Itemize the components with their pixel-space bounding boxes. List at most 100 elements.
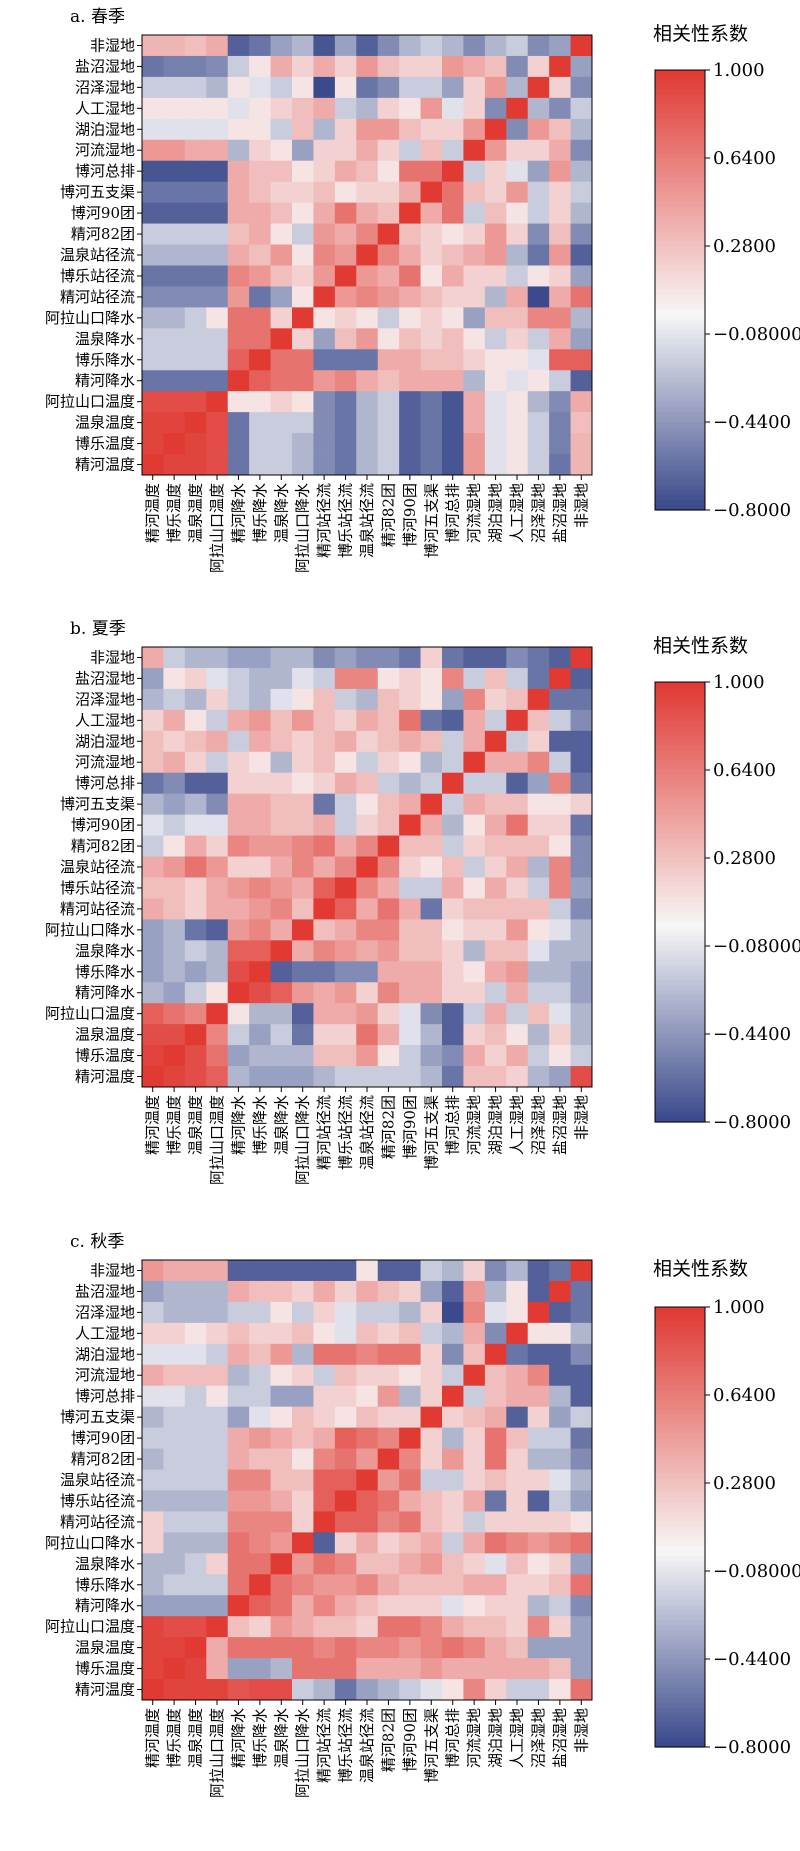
heatmap-cell xyxy=(484,139,507,162)
heatmap-cell xyxy=(549,223,571,245)
heatmap-cell xyxy=(442,433,464,455)
heatmap-cell xyxy=(292,181,314,204)
colorbar-swatch xyxy=(655,1546,705,1553)
heatmap-cell xyxy=(420,856,443,878)
heatmap-cell xyxy=(270,1595,293,1617)
heatmap-cell xyxy=(377,1574,400,1596)
heatmap-cell xyxy=(442,1024,464,1046)
heatmap-cell xyxy=(313,97,336,120)
col-label: 阿拉山口降水 xyxy=(294,1095,312,1185)
heatmap-cell xyxy=(184,1045,207,1067)
colorbar-swatch xyxy=(655,1610,705,1616)
heatmap-cell xyxy=(184,97,207,120)
col-label: 温泉站径流 xyxy=(358,483,376,558)
heatmap-cell xyxy=(184,1616,207,1638)
heatmap-cell xyxy=(549,647,571,669)
heatmap-cell xyxy=(549,1658,571,1680)
heatmap-cell xyxy=(163,1280,186,1303)
colorbar-swatch xyxy=(655,343,705,350)
heatmap-cell xyxy=(527,370,550,392)
colorbar-swatch xyxy=(655,1742,705,1748)
heatmap-cell xyxy=(420,433,443,455)
heatmap-cell xyxy=(399,1574,421,1596)
heatmap-cell xyxy=(270,1364,293,1387)
heatmap-cell xyxy=(334,286,357,308)
heatmap-cell xyxy=(527,856,550,878)
heatmap-cell xyxy=(463,793,486,816)
colorbar-swatch xyxy=(655,1107,705,1113)
heatmap-cell xyxy=(356,667,379,690)
heatmap-cell xyxy=(292,1616,314,1638)
heatmap-cell xyxy=(356,160,379,183)
heatmap-cell xyxy=(420,97,443,120)
row-label: 精河82团 xyxy=(71,1450,135,1468)
colorbar-swatch xyxy=(655,407,705,413)
heatmap-cell xyxy=(356,118,379,141)
heatmap-cell xyxy=(570,1385,593,1408)
colorbar-swatch xyxy=(655,809,705,815)
heatmap-cell xyxy=(420,1469,443,1491)
heatmap-cell xyxy=(420,709,443,732)
heatmap-cell xyxy=(334,1679,357,1701)
heatmap-cell xyxy=(292,1532,314,1554)
heatmap-cell xyxy=(142,1385,164,1408)
heatmap-cell xyxy=(184,1385,207,1408)
heatmap-cell xyxy=(313,1469,336,1491)
heatmap-cell xyxy=(484,55,507,78)
heatmap-cell xyxy=(184,982,207,1004)
heatmap-cell xyxy=(270,1679,293,1701)
heatmap-cell xyxy=(570,877,593,899)
row-label: 非湿地 xyxy=(90,1261,135,1279)
colorbar-swatch xyxy=(655,500,705,506)
heatmap-cell xyxy=(334,898,357,920)
heatmap-cell xyxy=(292,709,314,732)
heatmap-cell xyxy=(463,730,486,753)
colorbar-swatch xyxy=(655,319,705,325)
heatmap-cell xyxy=(399,454,421,476)
heatmap-cell xyxy=(184,688,207,711)
heatmap-cell xyxy=(206,412,229,434)
heatmap-cell xyxy=(249,730,271,753)
colorbar-swatch xyxy=(655,1063,705,1069)
heatmap-cell xyxy=(570,709,593,732)
heatmap-cell xyxy=(356,1260,379,1282)
heatmap-cell xyxy=(399,1469,421,1491)
heatmap-cell xyxy=(184,1574,207,1596)
heatmap-cell xyxy=(527,1574,550,1596)
heatmap-cell xyxy=(249,919,271,941)
heatmap-cell xyxy=(163,1637,186,1659)
colorbar-swatch xyxy=(655,353,705,360)
row-label: 博乐温度 xyxy=(75,1660,135,1678)
heatmap-cell xyxy=(163,76,186,99)
heatmap-cell xyxy=(206,1322,229,1345)
heatmap-cell xyxy=(484,1427,507,1449)
heatmap-cell xyxy=(420,328,443,350)
heatmap-cell xyxy=(292,1024,314,1046)
heatmap-cell xyxy=(377,688,400,711)
heatmap-cell xyxy=(163,1045,186,1067)
colorbar-swatch xyxy=(655,691,705,698)
row-label: 阿拉山口降水 xyxy=(45,921,135,939)
heatmap-cell xyxy=(442,1003,464,1025)
heatmap-cell xyxy=(206,877,229,899)
heatmap-cell xyxy=(356,1024,379,1046)
row-label: 人工湿地 xyxy=(75,1324,135,1342)
heatmap-cell xyxy=(377,1532,400,1554)
colorbar-swatch xyxy=(655,1463,705,1469)
row-label: 沼泽湿地 xyxy=(75,690,135,708)
heatmap-cell xyxy=(313,1658,336,1680)
heatmap-cell xyxy=(270,1490,293,1512)
colorbar-swatch xyxy=(655,1732,705,1738)
colorbar-swatch xyxy=(655,941,705,947)
heatmap-cell xyxy=(227,139,250,162)
heatmap-panel-1: a. 春季非湿地盐沼湿地沼泽湿地人工湿地湖泊湿地河流湿地博河总排博河五支渠博河9… xyxy=(45,7,800,573)
colorbar-swatch xyxy=(655,799,705,805)
heatmap-cell xyxy=(313,349,336,371)
heatmap-cell xyxy=(206,1511,229,1533)
heatmap-cell xyxy=(570,1448,593,1470)
heatmap-cell xyxy=(506,1658,529,1680)
heatmap-cell xyxy=(142,856,164,878)
colorbar-swatch xyxy=(655,1029,705,1035)
heatmap-cell xyxy=(356,1364,379,1387)
heatmap-cell xyxy=(570,1066,593,1088)
